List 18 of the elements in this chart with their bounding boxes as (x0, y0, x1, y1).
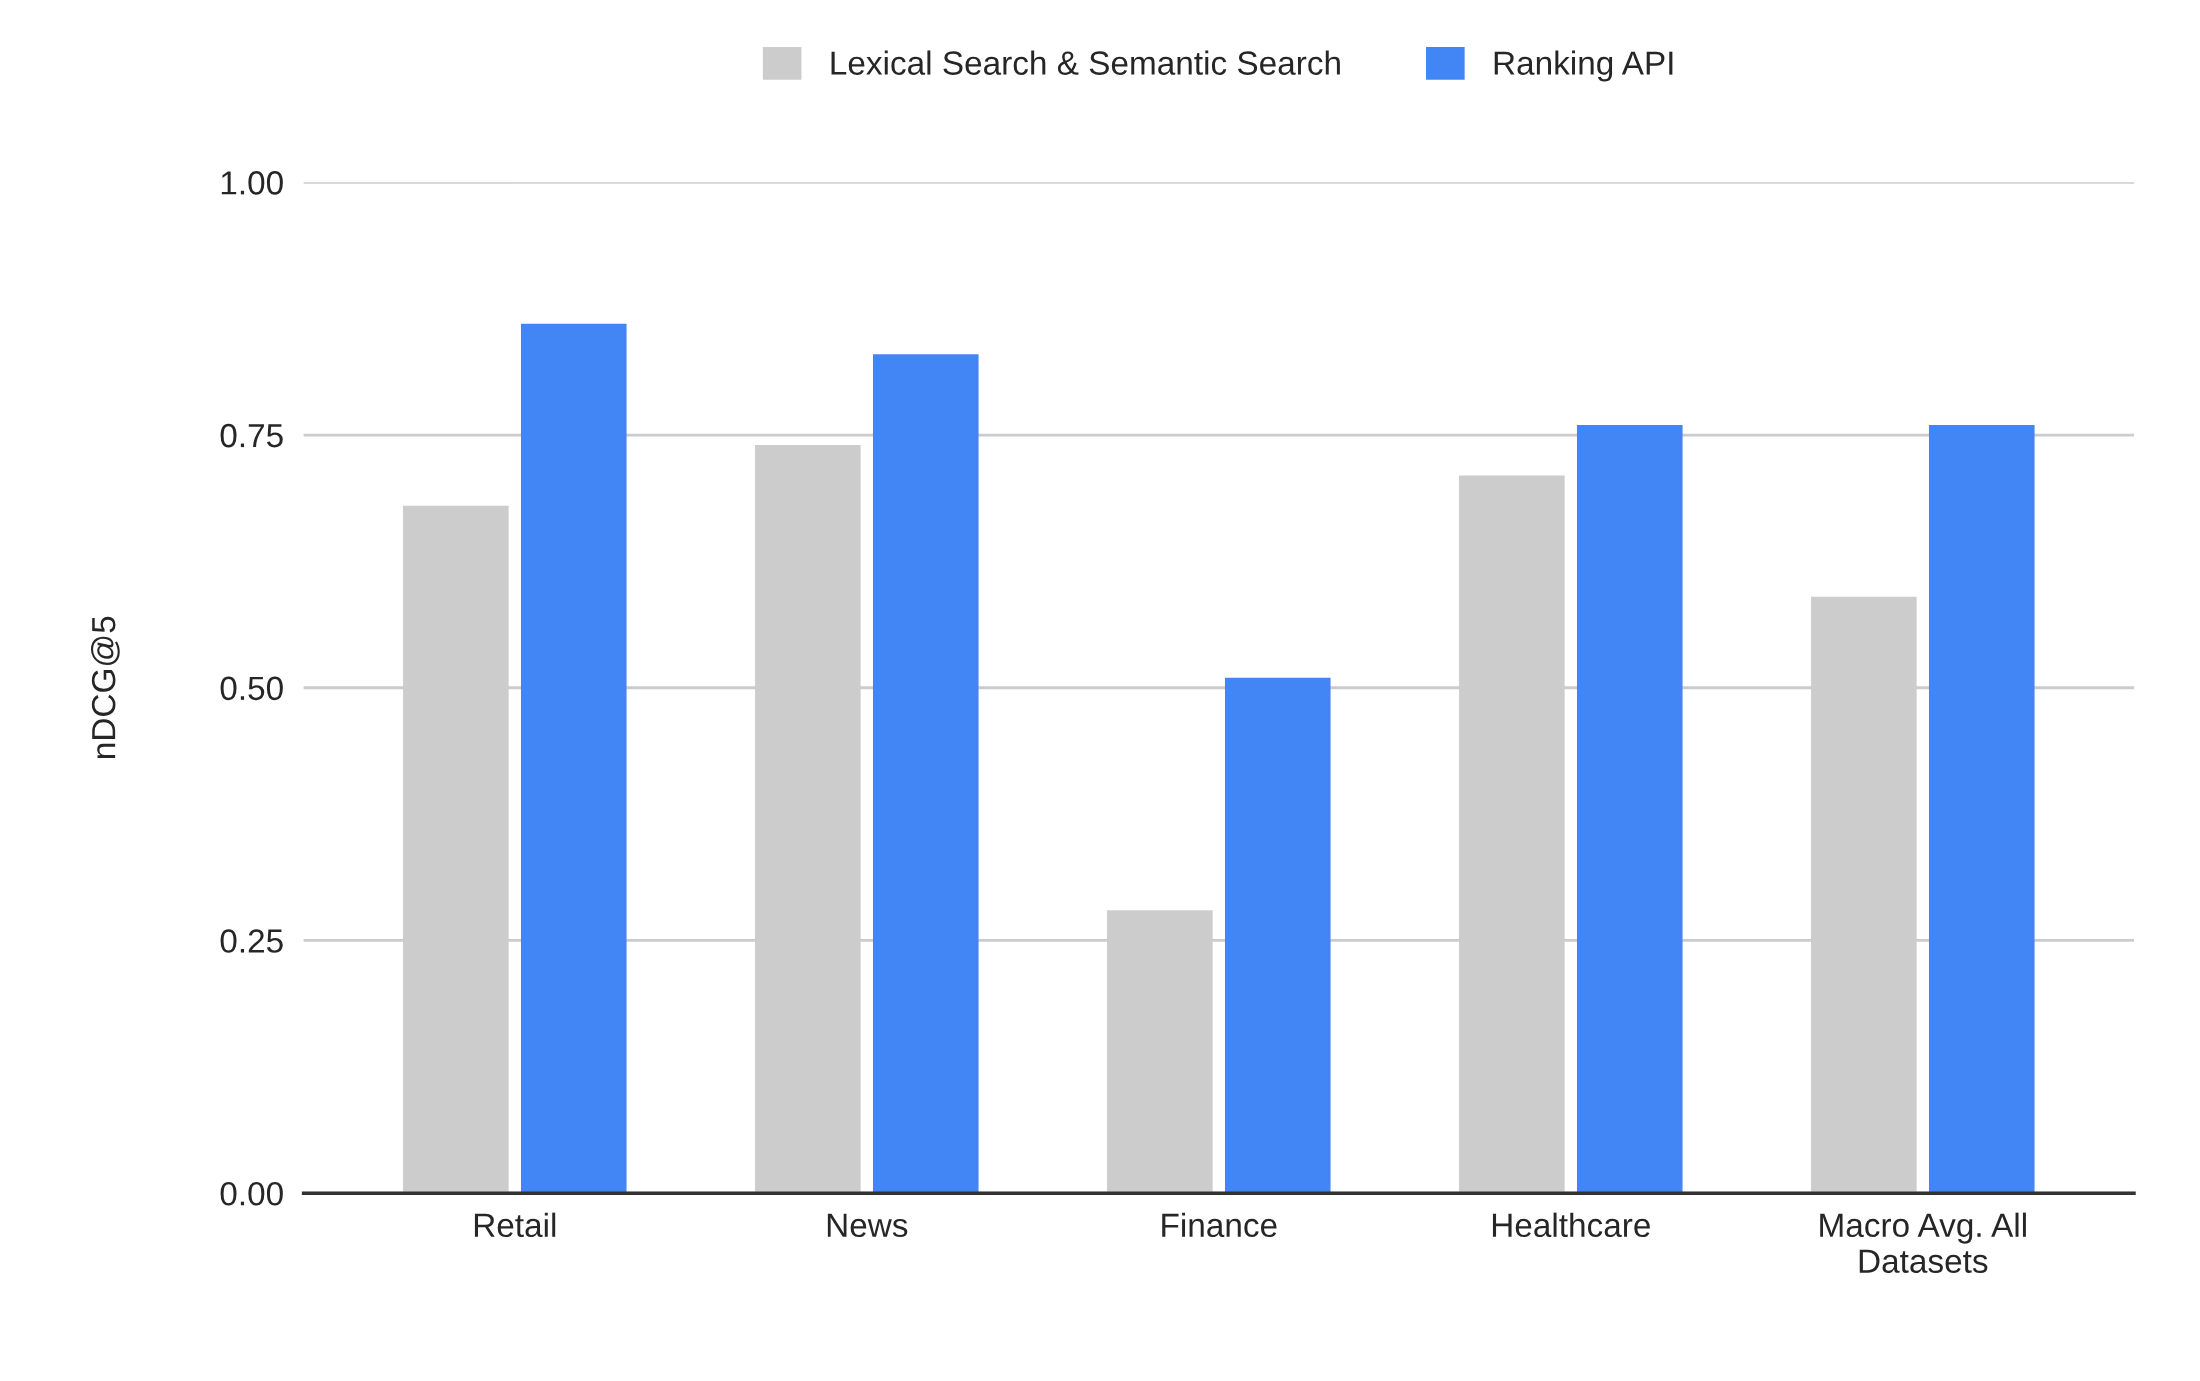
bar (1224, 677, 1331, 1194)
y-tick-label: 0.75 (220, 423, 283, 448)
legend-label: Lexical Search & Semantic Search (831, 50, 1340, 75)
x-tick-label: Retail (474, 1212, 556, 1238)
x-tick-label: News (827, 1213, 908, 1238)
bar (872, 354, 979, 1194)
y-axis-title: nDCG@5 (90, 616, 120, 759)
bar (1928, 424, 2035, 1194)
bar (520, 323, 627, 1194)
y-tick-label: 1.00 (221, 171, 283, 195)
x-tick-label: Macro Avg. All Datasets (1820, 1212, 2026, 1274)
x-tick-label: Healthcare (1492, 1212, 1650, 1238)
y-tick-label: 0.00 (220, 1181, 283, 1206)
y-tick-label: 0.50 (220, 676, 283, 701)
x-tick-label: Finance (1162, 1212, 1277, 1238)
bar (1576, 424, 1683, 1194)
y-tick-label: 0.25 (220, 929, 283, 953)
legend-label: Ranking API (1494, 50, 1673, 82)
